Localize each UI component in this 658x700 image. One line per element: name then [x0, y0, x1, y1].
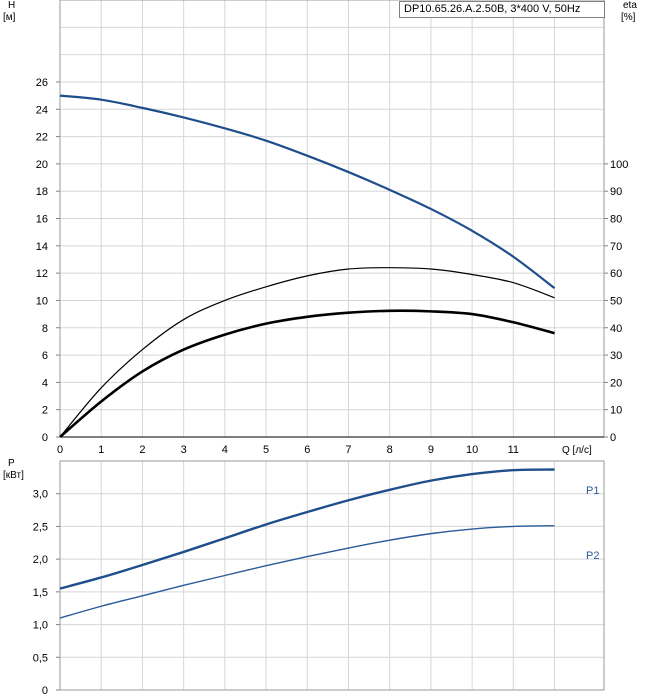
y-tick-label: 8	[42, 323, 48, 335]
y-tick-label: 2	[42, 405, 48, 417]
y-tick-label: 14	[36, 241, 48, 253]
y2-tick-label: 50	[610, 295, 622, 307]
head-axis-unit: [м]	[3, 12, 16, 23]
y-tick-label: 6	[42, 350, 48, 362]
head-panel-frame	[56, 0, 608, 438]
power-tick-label: 3,0	[33, 489, 48, 501]
y2-tick-label: 10	[610, 405, 622, 417]
y-tick-label: 4	[42, 377, 48, 389]
x-tick-label: 10	[466, 444, 478, 456]
p2-curve	[59, 525, 555, 619]
y-tick-label: 26	[36, 77, 48, 89]
series-label-p1: P1	[586, 485, 599, 497]
power-tick-label: 0,5	[33, 652, 48, 664]
y-tick-label: 12	[36, 268, 48, 280]
y-tick-label: 18	[36, 186, 48, 198]
head-axis-label: H	[8, 0, 15, 11]
power-tick-label: 1,5	[33, 587, 48, 599]
x-tick-label: 8	[387, 444, 393, 456]
x-tick-label: 7	[345, 444, 351, 456]
power-tick-label: 1,0	[33, 620, 48, 632]
power-tick-label: 2,5	[33, 521, 48, 533]
power-panel-frame	[56, 460, 605, 691]
series-label-p2: P2	[586, 550, 599, 562]
tick-labels: 0 1 2 3 4 5 6 7 8 9 10 1102468101214161820222426010…	[33, 77, 629, 697]
x-tick-label: 2	[139, 444, 145, 456]
power-panel-grid	[60, 460, 604, 690]
x-tick-label: 4	[222, 444, 228, 456]
x-tick-label: 9	[428, 444, 434, 456]
head-curve	[59, 94, 556, 290]
y2-tick-label: 20	[610, 377, 622, 389]
p1-curve	[59, 468, 555, 590]
x-tick-label: 5	[263, 444, 269, 456]
y-tick-label: 0	[42, 432, 48, 444]
y2-tick-label: 40	[610, 323, 622, 335]
y2-tick-label: 90	[610, 186, 622, 198]
x-tick-label: 6	[304, 444, 310, 456]
x-tick-label: 1	[98, 444, 104, 456]
y-tick-label: 24	[36, 104, 48, 116]
power-tick-label: 0	[42, 685, 48, 697]
y2-tick-label: 70	[610, 241, 622, 253]
eta-curve-upper	[59, 267, 555, 438]
y-tick-label: 20	[36, 159, 48, 171]
power-tick-label: 2,0	[33, 554, 48, 566]
eta-curve-lower	[59, 309, 555, 438]
eta-axis-label: eta	[623, 0, 637, 11]
y2-tick-label: 60	[610, 268, 622, 280]
x-tick-label: 11	[508, 444, 519, 456]
x-tick-label: 3	[181, 444, 187, 456]
flow-axis-label: Q [л/с]	[562, 445, 592, 456]
y-tick-label: 22	[36, 132, 48, 144]
y2-tick-label: 80	[610, 214, 622, 226]
power-panel-border	[59, 460, 605, 691]
x-tick-label: 0	[57, 444, 63, 456]
y-tick-label: 10	[36, 295, 48, 307]
curves	[59, 94, 556, 619]
eta-axis-unit: [%]	[621, 12, 636, 23]
model-label: DP10.65.26.A.2.50B, 3*400 V, 50Hz	[399, 1, 605, 18]
power-axis-unit: [кВт]	[3, 470, 24, 481]
y2-tick-label: 100	[610, 159, 628, 171]
head-panel-grid	[60, 0, 604, 437]
y-tick-label: 16	[36, 214, 48, 226]
power-axis-label: P	[8, 458, 15, 469]
y2-tick-label: 30	[610, 350, 622, 362]
y2-tick-label: 0	[610, 432, 616, 444]
